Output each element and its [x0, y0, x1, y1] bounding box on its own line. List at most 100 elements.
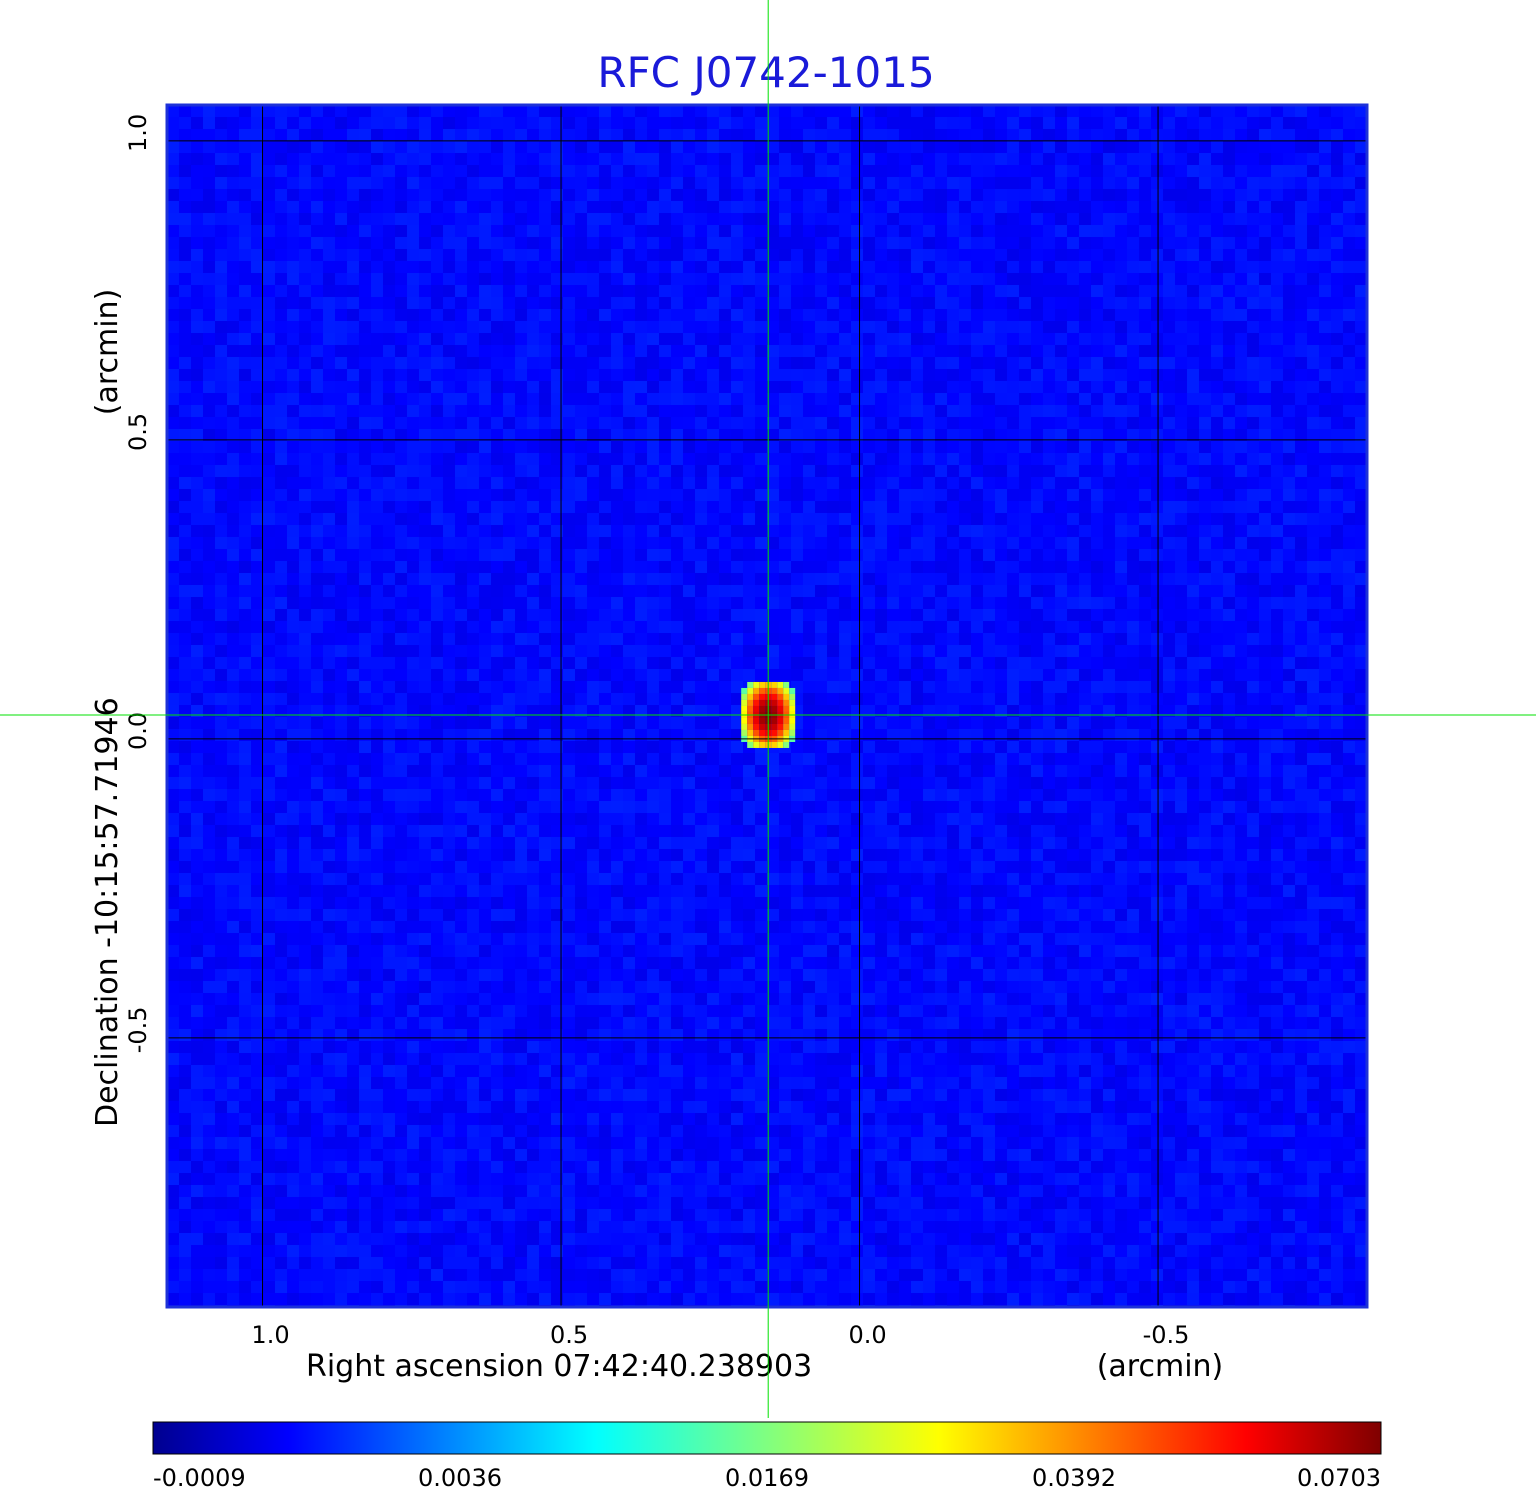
image-pixel [911, 381, 923, 393]
image-pixel [815, 525, 827, 537]
image-pixel [959, 309, 971, 321]
image-pixel [755, 225, 767, 237]
image-pixel [611, 597, 623, 609]
image-pixel [599, 381, 611, 393]
image-pixel [635, 537, 647, 549]
image-pixel [839, 549, 851, 561]
image-pixel [683, 645, 695, 657]
image-pixel [779, 153, 791, 165]
image-pixel [1211, 153, 1223, 165]
image-pixel [635, 321, 647, 333]
image-pixel [419, 693, 431, 705]
image-pixel [527, 153, 539, 165]
image-pixel [359, 393, 371, 405]
image-pixel [599, 201, 611, 213]
image-pixel [983, 645, 995, 657]
image-pixel [287, 645, 299, 657]
image-pixel [839, 201, 851, 213]
image-pixel [323, 537, 335, 549]
image-pixel [551, 621, 563, 633]
image-pixel [491, 513, 503, 525]
image-pixel [467, 225, 479, 237]
image-pixel [371, 465, 383, 477]
image-pixel [323, 501, 335, 513]
image-pixel [1235, 525, 1247, 537]
image-pixel [371, 573, 383, 585]
image-pixel [419, 453, 431, 465]
image-pixel [755, 321, 767, 333]
image-pixel [851, 153, 863, 165]
image-pixel [491, 297, 503, 309]
image-pixel [851, 177, 863, 189]
image-pixel [1247, 561, 1259, 573]
image-pixel [1331, 165, 1343, 177]
image-pixel [1283, 153, 1295, 165]
image-pixel [383, 573, 395, 585]
image-pixel [1295, 357, 1307, 369]
image-pixel [719, 369, 731, 381]
image-pixel [611, 669, 623, 681]
image-pixel [395, 489, 407, 501]
image-pixel [527, 645, 539, 657]
image-pixel [1247, 249, 1259, 261]
image-pixel [947, 465, 959, 477]
image-pixel [743, 213, 755, 225]
image-pixel [383, 165, 395, 177]
image-pixel [527, 249, 539, 261]
image-pixel [407, 297, 419, 309]
image-pixel [719, 189, 731, 201]
image-pixel [335, 381, 347, 393]
image-pixel [1343, 561, 1355, 573]
image-pixel [623, 681, 635, 693]
image-pixel [995, 453, 1007, 465]
image-pixel [623, 105, 635, 117]
image-pixel [371, 405, 383, 417]
image-pixel [875, 537, 887, 549]
image-pixel [899, 417, 911, 429]
image-pixel [995, 189, 1007, 201]
image-pixel [743, 549, 755, 561]
image-pixel [1211, 225, 1223, 237]
image-pixel [707, 105, 719, 117]
image-pixel [263, 501, 275, 513]
image-pixel [623, 525, 635, 537]
image-pixel [971, 597, 983, 609]
image-pixel [1259, 369, 1271, 381]
image-pixel [719, 141, 731, 153]
image-pixel [467, 105, 479, 117]
image-pixel [431, 213, 443, 225]
image-pixel [707, 477, 719, 489]
image-pixel [827, 129, 839, 141]
image-pixel [971, 645, 983, 657]
image-pixel [407, 609, 419, 621]
image-pixel [1259, 297, 1271, 309]
image-pixel [875, 465, 887, 477]
image-pixel [1187, 441, 1199, 453]
image-pixel [755, 309, 767, 321]
image-pixel [827, 669, 839, 681]
image-pixel [467, 237, 479, 249]
image-pixel [443, 261, 455, 273]
image-pixel [863, 645, 875, 657]
image-pixel [551, 453, 563, 465]
image-pixel [1223, 237, 1235, 249]
image-pixel [1355, 501, 1367, 513]
image-pixel [1091, 117, 1103, 129]
image-pixel [335, 633, 347, 645]
image-pixel [371, 621, 383, 633]
image-pixel [383, 633, 395, 645]
image-pixel [263, 333, 275, 345]
image-pixel [239, 393, 251, 405]
image-pixel [899, 321, 911, 333]
image-pixel [539, 609, 551, 621]
image-pixel [371, 381, 383, 393]
image-pixel [731, 333, 743, 345]
image-pixel [1019, 453, 1031, 465]
image-pixel [839, 645, 851, 657]
image-pixel [503, 285, 515, 297]
image-pixel [383, 321, 395, 333]
image-pixel [443, 225, 455, 237]
image-pixel [347, 189, 359, 201]
image-pixel [347, 369, 359, 381]
image-pixel [719, 177, 731, 189]
